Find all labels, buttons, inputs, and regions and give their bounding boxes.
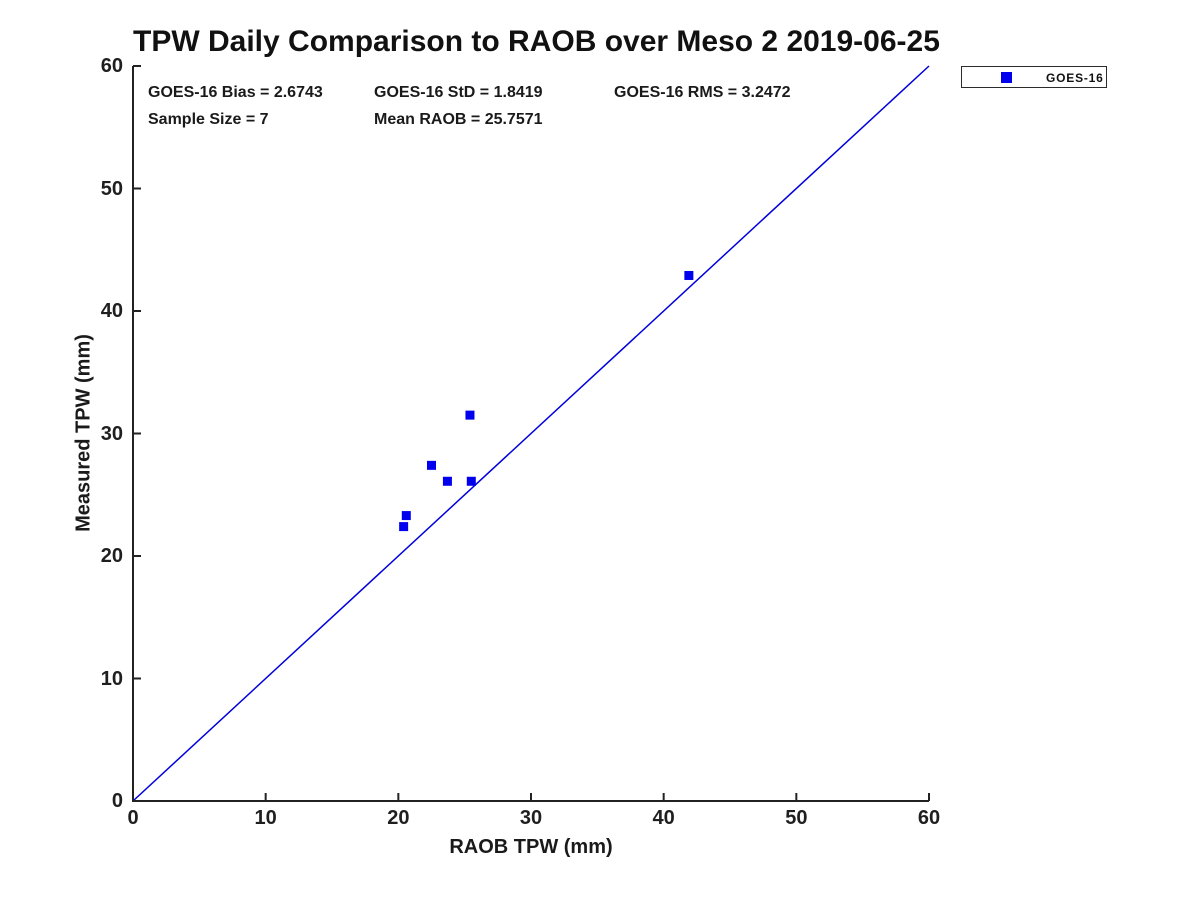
x-tick-label-30: 30 xyxy=(519,807,543,829)
data-point-marker xyxy=(399,522,409,532)
stat-sample-size: Sample Size = 7 xyxy=(148,111,269,128)
data-point-marker xyxy=(466,476,476,486)
data-point-marker xyxy=(684,270,694,280)
y-tick-label-30: 30 xyxy=(100,422,123,445)
x-tick-label-10: 10 xyxy=(254,807,277,829)
stat-mean-raob: Mean RAOB = 25.7571 xyxy=(374,111,543,128)
legend-box: GOES-16 xyxy=(961,66,1107,88)
legend-marker-square-icon xyxy=(1001,72,1012,83)
x-tick-label-0: 0 xyxy=(127,807,139,829)
data-point-marker xyxy=(427,460,436,470)
data-point-marker xyxy=(401,511,411,521)
y-tick-label-50: 50 xyxy=(100,177,123,200)
data-point-marker xyxy=(442,476,452,486)
x-tick-label-50: 50 xyxy=(785,807,808,829)
stat-std: GOES-16 StD = 1.8419 xyxy=(374,84,543,101)
stat-rms: GOES-16 RMS = 3.2472 xyxy=(614,84,791,101)
x-tick-label-20: 20 xyxy=(387,807,410,829)
y-tick-label-60: 60 xyxy=(100,55,123,77)
y-tick-label-10: 10 xyxy=(100,667,123,690)
y-tick-label-20: 20 xyxy=(100,545,123,567)
x-tick-label-60: 60 xyxy=(917,807,941,829)
one-to-one-reference-line xyxy=(132,65,930,802)
chart-title: TPW Daily Comparison to RAOB over Meso 2… xyxy=(133,25,940,58)
x-axis-label: RAOB TPW (mm) xyxy=(449,836,613,858)
data-point-marker xyxy=(465,410,475,420)
y-tick-label-40: 40 xyxy=(100,300,123,322)
x-tick-label-40: 40 xyxy=(652,807,675,829)
legend-series-label: GOES-16 xyxy=(1046,71,1104,85)
y-tick-label-0: 0 xyxy=(111,790,123,812)
stat-bias: GOES-16 Bias = 2.6743 xyxy=(148,84,323,101)
